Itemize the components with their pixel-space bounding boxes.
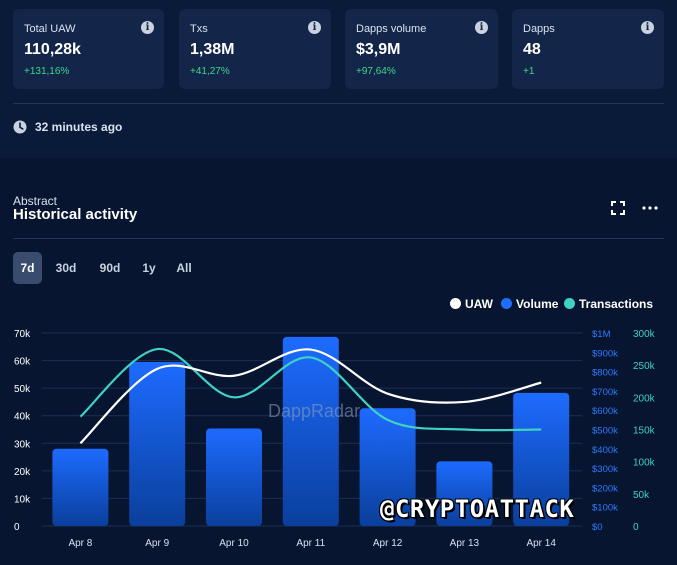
legend-label: Transactions [579,297,654,311]
stat-value: 48 [523,41,541,58]
y-volume-tick-label: $0 [592,522,603,533]
y-transactions-tick-label: 200k [633,393,656,404]
volume-bar [436,461,493,526]
y-transactions-tick-label: 100k [633,458,656,469]
y-left-tick-label: 60k [14,357,31,368]
stat-title: Total UAW [24,23,76,35]
stat-change: +97,64% [356,66,396,77]
y-volume-tick-label: $1M [592,329,611,340]
section-subtitle: Abstract [13,194,58,208]
y-volume-tick-label: $200k [592,483,618,494]
y-transactions-tick-label: 150k [633,426,656,437]
range-90d-button[interactable]: 90d [99,261,121,275]
legend-item-uaw[interactable]: UAW [450,297,493,311]
volume-bar [513,392,570,526]
stat-title: Dapps volume [356,23,427,35]
legend-dot [564,298,575,309]
last-updated: 32 minutes ago [35,120,123,134]
legend-dot [450,298,461,309]
info-icon[interactable]: i [641,21,654,34]
transactions-line [79,347,542,432]
cryptoattack-stamp: @CRYPTOATTACK [380,495,575,523]
y-left-tick-label: 0 [14,522,20,533]
y-left-tick-label: 10k [14,494,31,505]
x-tick-label: Apr 9 [145,538,169,548]
info-icon[interactable]: i [141,21,154,34]
stat-card-dapps[interactable]: Dapps i 48 +1 [512,9,664,89]
info-icon[interactable]: i [308,21,321,34]
legend-label: UAW [465,297,493,311]
y-transactions-tick-label: 50k [633,490,650,501]
range-7d-button[interactable]: 7d [13,252,42,284]
stat-value: 1,38M [190,41,235,58]
x-tick-label: Apr 8 [68,538,92,548]
stats-divider [13,103,664,104]
stat-change: +131,16% [24,66,70,77]
y-volume-tick-label: $800k [592,368,618,379]
legend-dot [501,298,512,309]
y-transactions-tick-label: 300k [633,329,656,340]
y-volume-tick-label: $500k [592,426,618,437]
clock-icon [13,120,27,134]
stat-card-volume[interactable]: Dapps volume i $3,9M +97,64% [345,9,498,89]
x-tick-label: Apr 10 [219,538,249,548]
stat-change: +1 [523,66,535,77]
y-volume-tick-label: $700k [592,387,618,398]
y-left-tick-label: 20k [14,467,31,478]
volume-bar [206,428,262,526]
volume-bar [359,408,416,526]
x-tick-label: Apr 11 [296,538,325,548]
y-transactions-tick-label: 0 [633,522,639,533]
dappradar-watermark: DappRadar [268,401,361,421]
section-title: Historical activity [13,206,138,223]
section-divider [13,238,664,239]
y-volume-tick-label: $300k [592,464,618,475]
fullscreen-icon[interactable] [610,200,626,216]
stat-title: Txs [190,23,208,35]
stat-card-txs[interactable]: Txs i 1,38M +41,27% [179,9,331,89]
chart-legend: UAW Volume Transactions [0,297,677,313]
stat-card-uaw[interactable]: Total UAW i 110,28k +131,16% [13,9,164,89]
historical-activity-chart: 0 10k 20k 30k 40k 50k 60k 70k $0 $100k $200k $300k $… [14,329,656,548]
range-30d-button[interactable]: 30d [55,261,77,275]
y-left-tick-label: 50k [14,384,31,395]
x-tick-label: Apr 14 [526,538,556,548]
more-options-icon[interactable] [641,200,659,216]
range-all-button[interactable]: All [176,261,192,275]
volume-bar [52,448,109,526]
y-left-tick-label: 70k [14,329,31,340]
info-icon[interactable]: i [475,21,488,34]
y-volume-tick-label: $100k [592,503,618,514]
legend-label: Volume [516,297,559,311]
uaw-line [79,348,542,445]
x-tick-label: Apr 12 [373,538,403,548]
y-left-tick-label: 30k [14,439,31,450]
y-left-tick-label: 40k [14,412,31,423]
y-volume-tick-label: $900k [592,348,618,359]
range-1y-button[interactable]: 1y [142,261,156,275]
stat-value: $3,9M [356,41,401,58]
stat-change: +41,27% [190,66,230,77]
stat-title: Dapps [523,23,555,35]
volume-bar [129,361,186,526]
volume-bar [282,336,339,526]
legend-item-volume[interactable]: Volume [501,297,558,311]
x-tick-label: Apr 13 [450,538,480,548]
legend-item-transactions[interactable]: Transactions [564,297,653,311]
y-volume-tick-label: $400k [592,445,618,456]
y-volume-tick-label: $600k [592,406,618,417]
stat-value: 110,28k [24,41,81,58]
y-transactions-tick-label: 250k [633,361,656,372]
